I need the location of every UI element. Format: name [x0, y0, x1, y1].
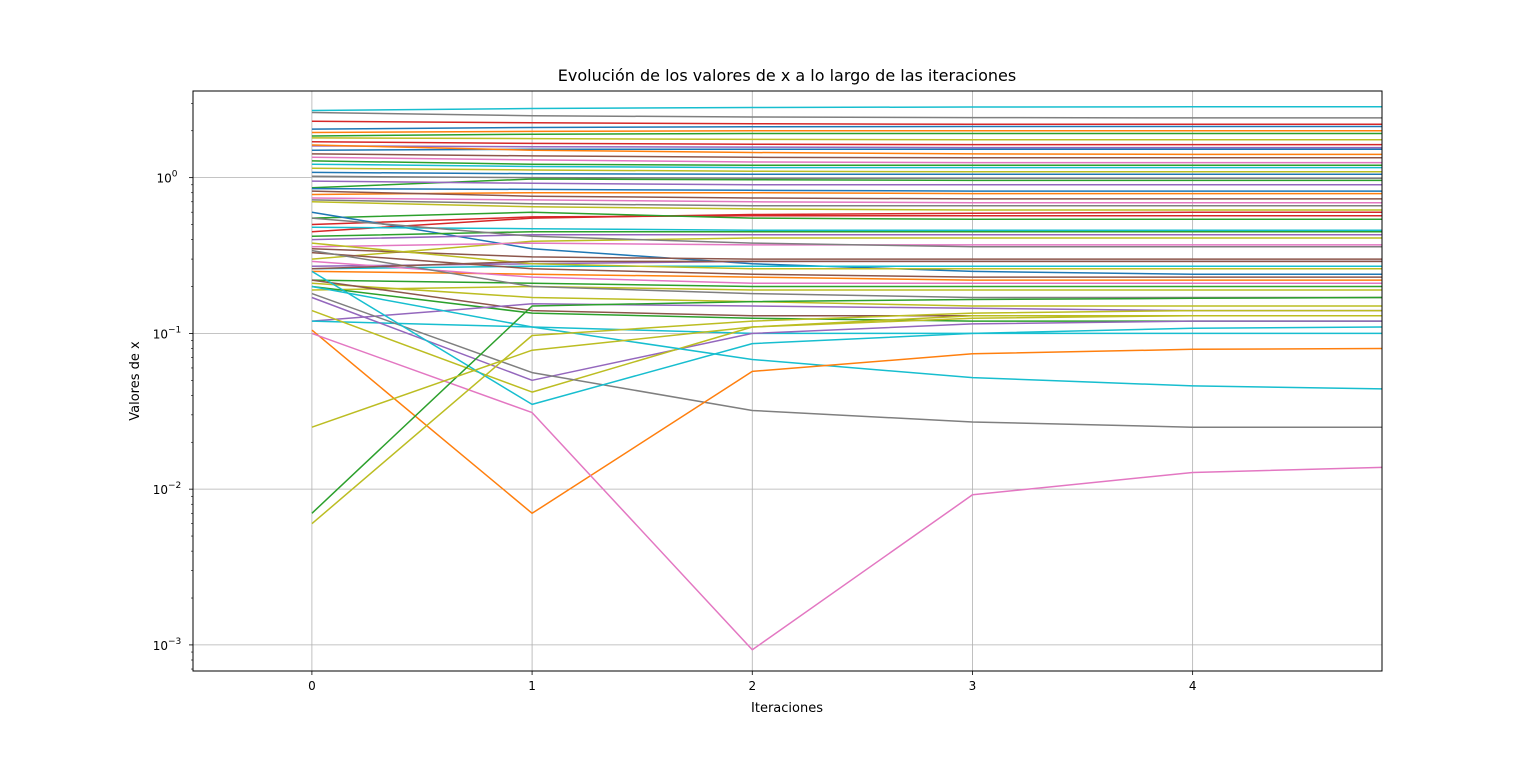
x-tick-label: 2	[748, 679, 756, 693]
chart-title: Evolución de los valores de x a lo largo…	[558, 66, 1016, 85]
series-line-36	[311, 217, 1382, 248]
series-line-17	[311, 171, 1382, 176]
series-line-4	[311, 125, 1382, 130]
series-line-1	[311, 106, 1382, 112]
series-line-58	[311, 332, 1383, 651]
series-line-57	[311, 329, 1383, 515]
series-line-27	[311, 211, 1382, 233]
series-line-33	[311, 233, 1382, 241]
plot-frame	[192, 90, 1383, 672]
series-line-6	[311, 132, 1382, 137]
series-line-28	[311, 214, 1382, 226]
y-tick-label: 10−3	[153, 637, 182, 653]
series-line-61	[311, 314, 1382, 428]
series-line-19	[311, 178, 1382, 189]
y-tick-label: 100	[156, 170, 177, 186]
series-line-5	[311, 130, 1382, 134]
series-line-44	[311, 279, 1382, 288]
series-line-55	[311, 270, 1383, 406]
series-line-47	[311, 282, 1382, 307]
y-tick-label: 10−1	[153, 325, 182, 341]
x-axis-label: Iteraciones	[751, 701, 823, 716]
series-group	[311, 106, 1383, 651]
series-line-9	[311, 145, 1382, 149]
series-line-41	[311, 251, 1382, 278]
series-line-43	[311, 260, 1382, 284]
series-line-26	[311, 201, 1382, 211]
x-tick-label: 4	[1189, 679, 1197, 693]
series-line-2	[311, 111, 1382, 119]
series-line-7	[311, 137, 1382, 141]
series-line-25	[311, 199, 1382, 207]
series-line-8	[311, 141, 1382, 146]
series-line-16	[311, 167, 1382, 173]
series-line-56	[311, 285, 1383, 390]
series-line-12	[311, 153, 1382, 159]
series-line-30	[311, 211, 1382, 275]
y-axis-label: Valores de x	[128, 341, 143, 421]
series-line-20	[311, 180, 1382, 186]
series-line-22	[311, 191, 1382, 196]
x-tick-label: 1	[528, 679, 536, 693]
series-line-40	[311, 242, 1382, 270]
series-line-13	[311, 156, 1382, 164]
series-line-45	[311, 285, 1382, 291]
series-line-31	[311, 226, 1382, 231]
x-tick-label: 0	[308, 679, 316, 693]
series-line-15	[311, 163, 1382, 169]
series-line-54	[311, 292, 1382, 428]
series-line-51	[311, 320, 1382, 335]
series-line-32	[311, 230, 1382, 238]
series-line-60	[311, 309, 1382, 525]
series-line-23	[311, 190, 1382, 200]
series-line-37	[311, 247, 1382, 260]
series-line-29	[311, 211, 1382, 221]
x-axis-ticks: 0 1 2 3 4	[308, 671, 1196, 693]
series-line-21	[311, 187, 1382, 192]
series-line-14	[311, 160, 1382, 167]
series-line-3	[311, 120, 1382, 126]
series-line-18	[311, 175, 1382, 180]
y-tick-label: 10−2	[153, 481, 182, 497]
series-line-11	[311, 144, 1382, 156]
series-line-59	[311, 296, 1383, 514]
y-axis-ticks: 10−3 10−2 10−1 100	[153, 103, 193, 670]
x-tick-label: 3	[969, 679, 977, 693]
series-line-24	[311, 197, 1382, 204]
series-line-62	[311, 260, 1382, 270]
